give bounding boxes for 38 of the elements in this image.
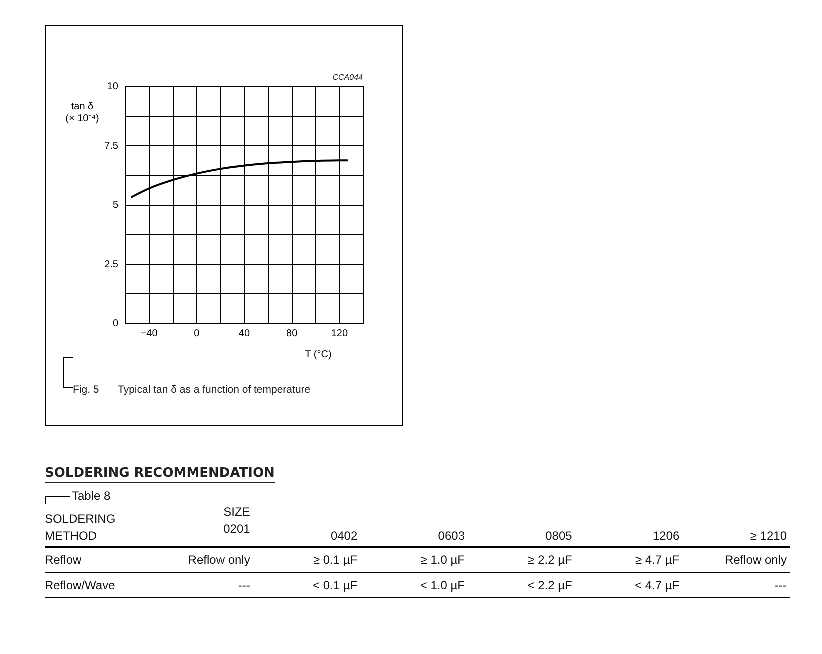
text: ≥ 2.2 µF (528, 552, 572, 567)
text: < 0.1 µF (313, 578, 358, 592)
text: ≥ 4.7 µF (635, 552, 680, 567)
text: Table 8 (72, 489, 112, 503)
text: Reflow only (724, 552, 787, 567)
text: 0603 (438, 529, 466, 543)
caption: Fig. 5 (73, 384, 100, 396)
text: ≥ 0.1 µF (313, 552, 358, 567)
text: SIZE 0201 (224, 505, 251, 536)
y-tick-label: 10 (107, 82, 119, 92)
text: < 2.2 µF (528, 578, 572, 592)
text: 1206 (652, 529, 680, 543)
x-tick-label: 80 (286, 328, 298, 340)
text: Typical tan δ as a function of temperature (118, 384, 311, 396)
text: CCA044 (332, 73, 364, 82)
text: ≥ 1210 (750, 529, 788, 543)
text: Reflow/Wave (45, 578, 116, 592)
x-tick-label: −40 (140, 328, 158, 340)
x-axis-title: T (°C) (305, 350, 332, 360)
text: 0805 (546, 529, 573, 543)
x-tick-label: 120 (331, 328, 348, 340)
text: ≥ 1.0 µF (420, 552, 465, 567)
text: --- (775, 578, 787, 592)
x-tick-label: 40 (238, 328, 250, 340)
text: < 1.0 µF (420, 578, 465, 592)
y-tick-label: 2.5 (104, 259, 119, 270)
text: 0402 (330, 529, 358, 543)
text: < 4.7 µF (635, 578, 680, 592)
y-tick-label: 0 (112, 318, 119, 330)
text: SOLDERING METHOD (45, 512, 116, 543)
text: --- (238, 578, 250, 592)
y-tick-label: 7.5 (104, 140, 119, 152)
x-tick-label: 0 (194, 328, 200, 340)
text: Reflow (45, 552, 82, 567)
text: Reflow only (188, 552, 250, 567)
y-tick-label: 5 (112, 200, 119, 211)
y-axis-title: tan δ (× 10⁻⁴) (66, 102, 100, 124)
text: SOLDERING RECOMMENDATION (45, 466, 275, 481)
